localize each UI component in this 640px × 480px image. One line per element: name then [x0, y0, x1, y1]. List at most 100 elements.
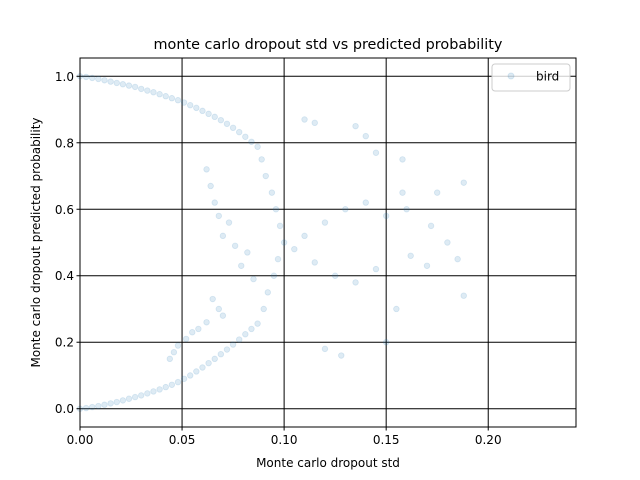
- scatter-point: [156, 91, 163, 98]
- scatter-point: [174, 378, 182, 386]
- scatter-point: [382, 212, 390, 220]
- y-tick-label: 0.6: [55, 203, 74, 217]
- scatter-point: [187, 102, 194, 109]
- scatter-point: [215, 305, 222, 313]
- scatter-point: [193, 368, 200, 375]
- y-tick-label: 0.4: [55, 269, 74, 283]
- scatter-point: [403, 206, 410, 213]
- legend: bird: [491, 63, 571, 92]
- scatter-point: [125, 82, 133, 89]
- scatter-point: [219, 232, 227, 240]
- scatter-point: [270, 272, 278, 279]
- scatter-point: [250, 275, 257, 283]
- scatter-point: [244, 249, 251, 256]
- plot-frame: [79, 57, 577, 428]
- scatter-point: [119, 81, 127, 88]
- scatter-point: [331, 272, 339, 279]
- legend-marker: [507, 72, 515, 80]
- scatter-point: [217, 116, 225, 124]
- scatter-point: [372, 265, 380, 273]
- scatter-point: [382, 339, 390, 346]
- scatter-point: [238, 262, 245, 269]
- scatter-point: [311, 119, 318, 127]
- scatter-point: [174, 97, 182, 104]
- scatter-point: [203, 166, 210, 173]
- scatter-point: [223, 120, 231, 128]
- scatter-point: [89, 74, 96, 82]
- scatter-point: [342, 206, 349, 213]
- scatter-point: [393, 305, 400, 313]
- scatter-point: [236, 128, 243, 136]
- scatter-point: [199, 107, 206, 115]
- scatter-point: [89, 403, 96, 411]
- x-axis-label: Monte carlo dropout std: [256, 456, 400, 470]
- y-tick-label: 1.0: [55, 70, 74, 84]
- x-tick-label: 0.20: [475, 433, 502, 447]
- y-tick-label: 0.0: [55, 402, 74, 416]
- scatter-point: [150, 388, 157, 395]
- scatter-point: [168, 381, 176, 388]
- scatter-point: [162, 93, 169, 100]
- scatter-point: [352, 122, 359, 130]
- scatter-point: [362, 132, 369, 140]
- scatter-point: [187, 372, 194, 379]
- scatter-point: [95, 75, 102, 83]
- scatter-point: [236, 336, 243, 343]
- x-tick-label: 0.15: [373, 433, 400, 447]
- scatter-point: [321, 345, 329, 353]
- x-tick-label: 0.00: [67, 433, 94, 447]
- scatter-point: [248, 138, 255, 145]
- scatter-point: [170, 349, 178, 356]
- scatter-point: [229, 341, 237, 348]
- scatter-point: [211, 355, 218, 363]
- scatter-point: [274, 255, 282, 263]
- scatter-point: [205, 110, 212, 118]
- x-tick-label: 0.05: [169, 433, 196, 447]
- scatter-point: [372, 149, 380, 156]
- scatter-point: [242, 331, 249, 338]
- scatter-point: [180, 99, 188, 106]
- scatter-point: [193, 104, 200, 112]
- scatter-point: [321, 219, 329, 226]
- scatter-point: [229, 124, 237, 132]
- scatter-point: [352, 279, 359, 286]
- scatter-point: [362, 199, 369, 206]
- scatter-point: [254, 143, 261, 150]
- scatter-point: [311, 259, 318, 266]
- scatter-point: [399, 189, 406, 196]
- chart-title: monte carlo dropout std vs predicted pro…: [154, 37, 503, 53]
- scatter-point: [207, 182, 214, 190]
- scatter-point: [444, 239, 451, 246]
- scatter-point: [427, 222, 435, 230]
- scatter-point: [168, 95, 176, 102]
- scatter-point: [258, 156, 265, 163]
- scatter-point: [217, 350, 225, 358]
- scatter-point: [113, 79, 120, 87]
- scatter-point: [107, 400, 114, 407]
- legend-box: [491, 63, 571, 92]
- scatter-point: [301, 116, 308, 123]
- scatter-point: [254, 320, 261, 327]
- scatter-point: [205, 359, 212, 367]
- scatter-point: [301, 232, 308, 240]
- scatter-point: [156, 386, 163, 393]
- scatter-point: [138, 85, 145, 93]
- scatter-point: [82, 73, 90, 81]
- scatter-point: [276, 222, 284, 230]
- scatter-point: [113, 398, 120, 406]
- scatter-point: [150, 89, 157, 96]
- scatter-point: [242, 133, 249, 140]
- scatter-point: [423, 262, 431, 269]
- scatter-point: [460, 292, 467, 299]
- scatter-point: [291, 245, 298, 253]
- scatter-point: [223, 346, 231, 353]
- scatter-point: [225, 219, 233, 226]
- scatter-point: [209, 295, 216, 303]
- scatter-point: [264, 289, 271, 296]
- scatter-point: [174, 342, 182, 349]
- scatter-point: [338, 352, 345, 359]
- scatter-point: [101, 77, 108, 84]
- scatter-point: [407, 252, 414, 259]
- scatter-point: [125, 395, 133, 402]
